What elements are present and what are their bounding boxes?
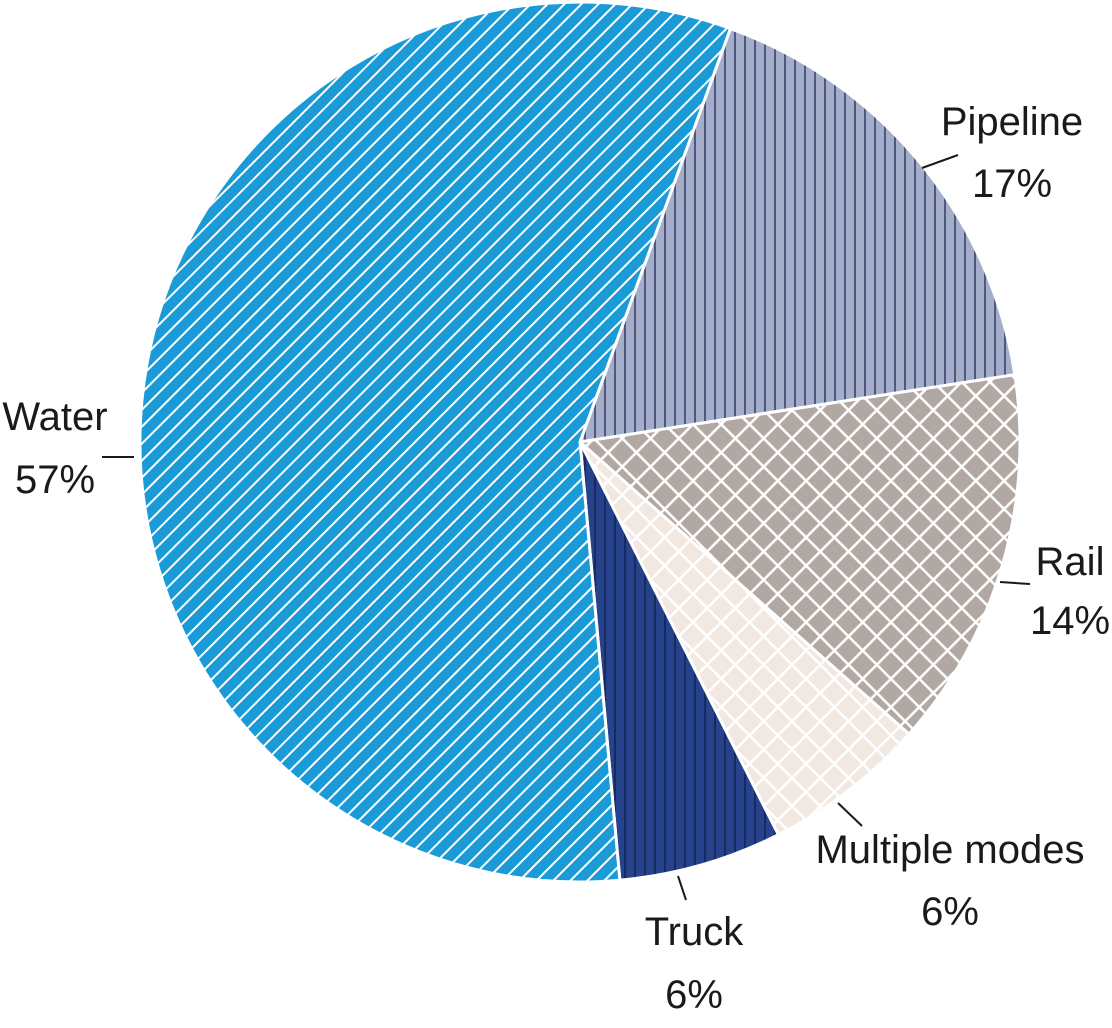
labels-layer: Pipeline 17% Rail 14% Multiple modes 6% Truck 6…	[2, 100, 1110, 1017]
pie-slice-pipeline	[577, 26, 1017, 444]
slice-value-water: 57%	[15, 458, 95, 502]
leader-line-truck	[677, 875, 687, 901]
slice-label-multiple-modes: Multiple modes	[815, 828, 1084, 872]
leader-line-multiple-modes	[837, 802, 863, 827]
slices-layer	[138, 0, 1022, 884]
pie-slice-multiple-modes	[578, 440, 912, 837]
slice-value-rail: 14%	[1030, 599, 1110, 643]
slice-value-pipeline: 17%	[972, 162, 1052, 206]
slice-label-water: Water	[2, 395, 107, 439]
pie-slice-rail	[576, 372, 1022, 737]
slice-label-pipeline: Pipeline	[941, 100, 1083, 144]
pie-slice-water	[138, 0, 733, 884]
leader-line-rail	[999, 581, 1031, 585]
slice-value-truck: 6%	[665, 973, 723, 1017]
slice-value-multiple-modes: 6%	[921, 890, 979, 934]
pie-slice-truck	[578, 441, 781, 882]
slice-label-rail: Rail	[1036, 540, 1105, 584]
leader-line-pipeline	[921, 154, 959, 169]
slice-label-truck: Truck	[645, 910, 745, 954]
